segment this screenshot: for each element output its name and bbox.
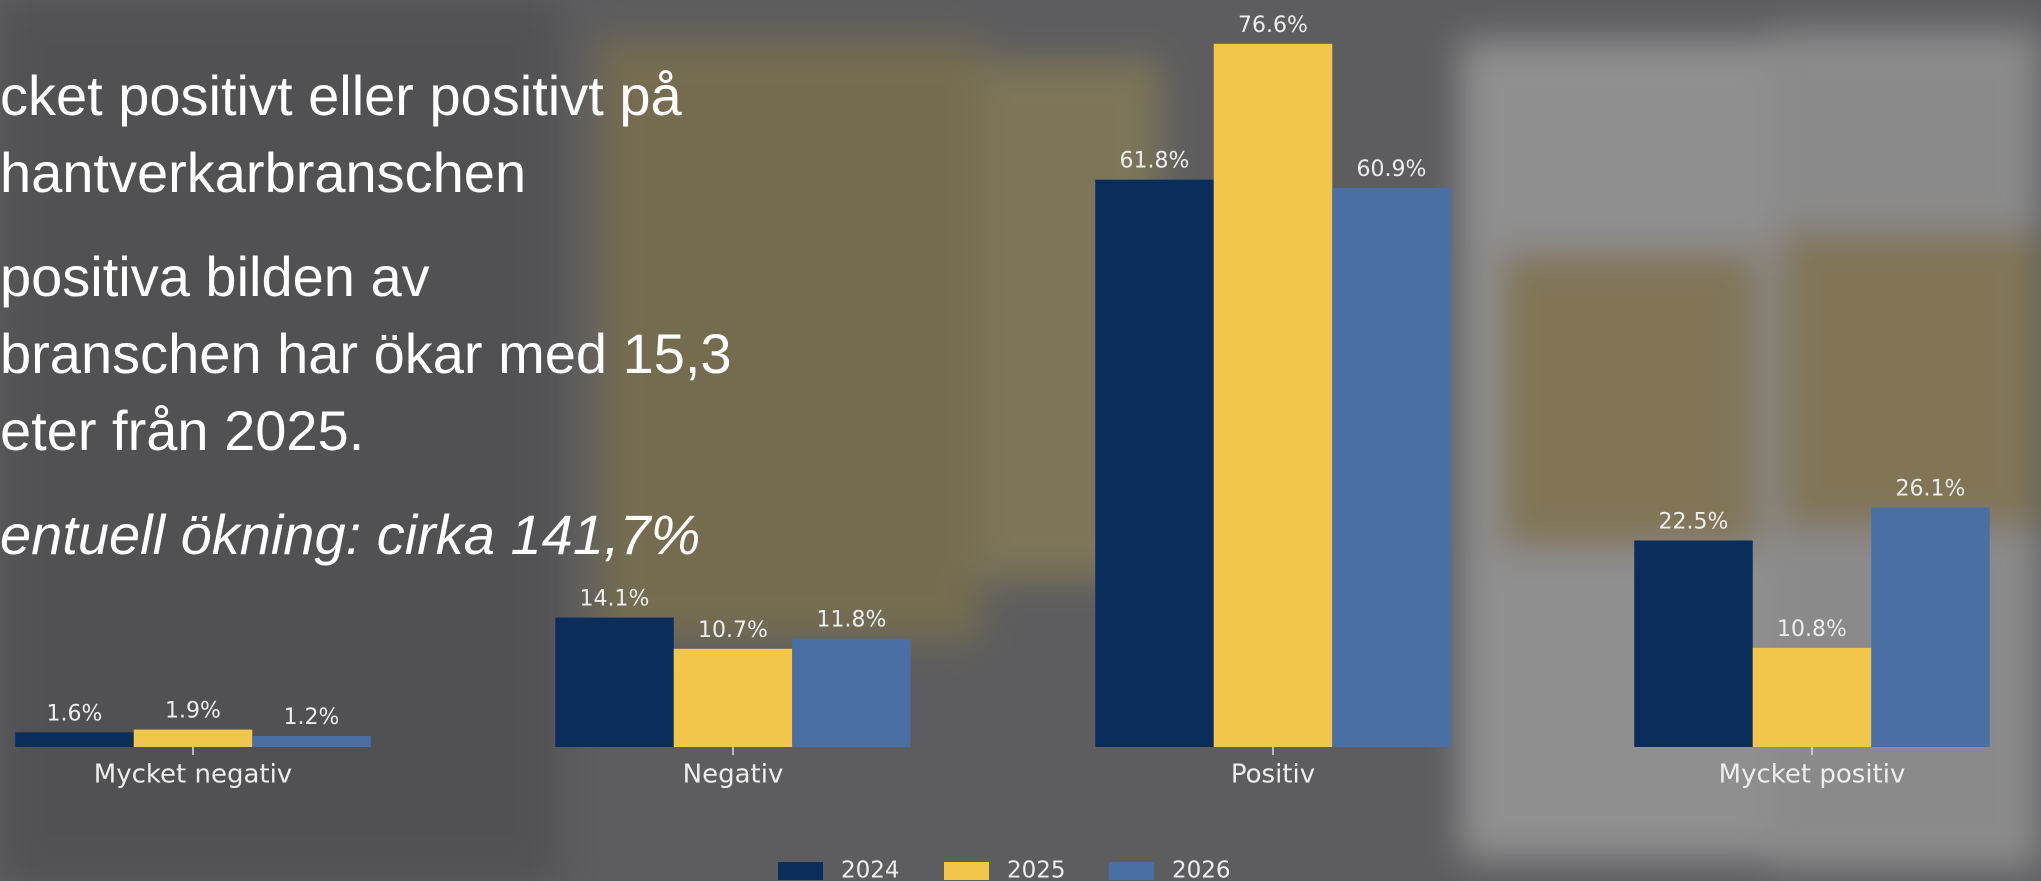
value-label: 76.6% xyxy=(1238,13,1308,38)
value-label: 10.7% xyxy=(698,618,768,643)
bar xyxy=(15,732,134,747)
value-label: 61.8% xyxy=(1120,149,1190,174)
value-label: 10.8% xyxy=(1777,617,1847,642)
bar xyxy=(133,729,253,747)
legend-label: 2024 xyxy=(841,858,900,881)
body-text: eter från 2025. xyxy=(0,399,364,462)
value-label: 60.9% xyxy=(1357,157,1427,182)
value-label: 26.1% xyxy=(1896,476,1966,501)
legend-swatch xyxy=(1109,862,1154,880)
body-text: branschen har ökar med 15,3 xyxy=(0,322,732,385)
value-label: 14.1% xyxy=(580,587,650,612)
bar xyxy=(252,735,371,747)
value-label: 1.6% xyxy=(47,701,103,726)
legend-label: 2025 xyxy=(1007,858,1066,881)
x-tick-label: Positiv xyxy=(1231,760,1315,790)
body-text: cket positivt eller positivt på xyxy=(0,64,682,127)
x-tick-label: Negativ xyxy=(683,760,784,790)
bar xyxy=(555,617,674,747)
value-label: 1.9% xyxy=(165,699,221,724)
bar xyxy=(1752,647,1872,747)
bar xyxy=(673,648,793,747)
value-label: 22.5% xyxy=(1659,509,1729,534)
legend-swatch xyxy=(944,862,989,880)
bar xyxy=(792,638,911,747)
legend-label: 2026 xyxy=(1172,858,1231,881)
bar xyxy=(1634,540,1753,747)
bar xyxy=(1095,179,1214,747)
highlight-text: entuell ökning: cirka 141,7% xyxy=(0,503,700,566)
value-label: 11.8% xyxy=(817,608,887,633)
body-text: positiva bilden av xyxy=(0,245,430,308)
bar xyxy=(1213,43,1333,747)
x-tick-label: Mycket positiv xyxy=(1719,760,1906,790)
x-tick-label: Mycket negativ xyxy=(94,760,292,790)
bar xyxy=(1871,507,1990,747)
value-label: 1.2% xyxy=(284,705,340,730)
bar xyxy=(1332,187,1451,748)
body-text: hantverkarbranschen xyxy=(0,141,526,204)
legend-swatch xyxy=(778,862,823,880)
